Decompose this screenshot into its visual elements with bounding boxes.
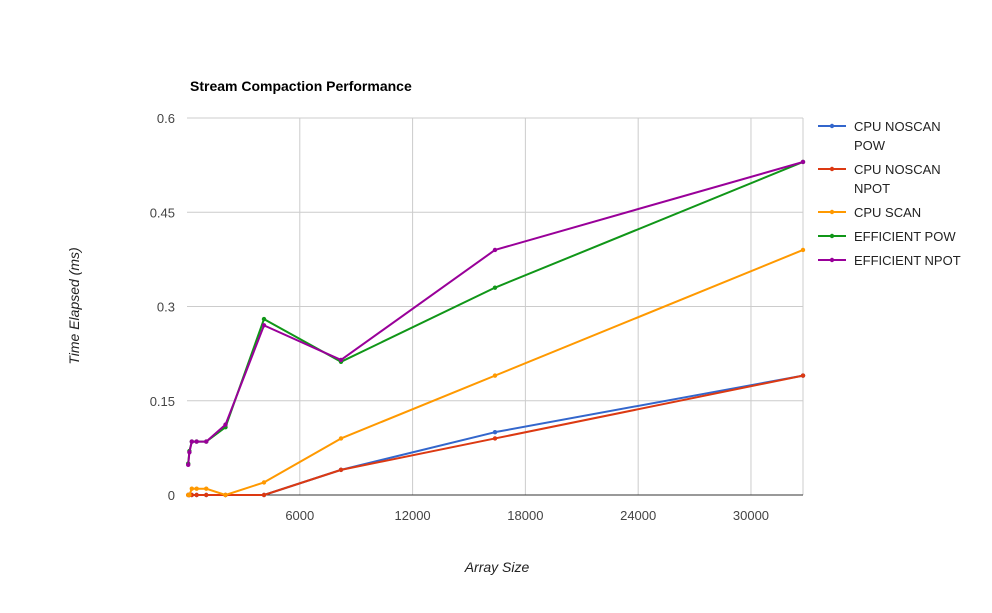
gridlines [187, 117, 804, 495]
data-point [492, 429, 498, 435]
data-point [800, 373, 806, 378]
legend-label: CPU NOSCAN [854, 162, 941, 177]
data-point [204, 439, 209, 444]
x-tick-label: 18000 [507, 508, 543, 523]
data-point [261, 323, 267, 328]
legend-label: POW [854, 138, 886, 153]
data-point [338, 436, 344, 441]
chart-title: Stream Compaction Performance [190, 78, 412, 94]
series-lines [186, 159, 806, 498]
y-axis-label: Time Elapsed (ms) [66, 247, 82, 364]
y-tick-label: 0.6 [157, 111, 175, 126]
data-point [261, 480, 267, 485]
legend-item: CPU NOSCAN NPOT [818, 162, 941, 196]
legend-label: CPU SCAN [854, 205, 921, 220]
y-tick-label: 0.3 [157, 300, 175, 315]
x-tick-labels: 6000 12000 18000 24000 30000 [285, 508, 769, 523]
series-line [188, 249, 804, 496]
legend-item: EFFICIENT NPOT [818, 253, 961, 268]
legend-swatch-point [829, 123, 835, 129]
x-tick-label: 12000 [395, 508, 431, 523]
data-point [492, 436, 498, 441]
x-tick-label: 24000 [620, 508, 656, 523]
y-tick-label: 0 [168, 488, 175, 503]
x-axis-label: Array Size [464, 559, 530, 575]
data-point [187, 492, 192, 498]
legend-label: EFFICIENT NPOT [854, 253, 961, 268]
legend-label: EFFICIENT POW [854, 229, 956, 244]
data-point [187, 450, 192, 455]
legend-swatch-point [829, 166, 835, 172]
legend-label: NPOT [854, 181, 890, 196]
data-point [261, 492, 267, 498]
series-efficient-npot [186, 159, 806, 468]
data-point [189, 439, 195, 444]
data-point [492, 247, 498, 253]
legend-swatch-point [829, 257, 835, 263]
data-point [492, 285, 498, 290]
y-tick-label: 0.15 [150, 394, 175, 409]
data-point [261, 316, 267, 322]
data-point [194, 439, 199, 444]
data-point [800, 247, 806, 253]
data-point [223, 422, 228, 427]
legend-item: CPU SCAN [818, 205, 921, 220]
legend-swatch-point [829, 233, 835, 239]
series-line [187, 161, 804, 465]
series-cpu-scan [186, 247, 806, 498]
data-point [194, 486, 199, 491]
legend-label: CPU NOSCAN [854, 119, 941, 134]
data-point [492, 373, 498, 378]
legend-item: EFFICIENT POW [818, 229, 956, 244]
data-point [800, 159, 806, 165]
legend: CPU NOSCAN POW CPU NOSCAN NPOT CPU SCAN EFFIC… [818, 119, 961, 268]
legend-swatch-point [829, 209, 835, 215]
data-point [189, 486, 195, 491]
data-point [194, 492, 199, 498]
data-point [223, 492, 228, 498]
y-tick-label: 0.45 [150, 205, 175, 220]
data-point [338, 357, 344, 363]
data-point [204, 492, 209, 498]
data-point [338, 467, 344, 473]
data-point [186, 462, 191, 468]
data-point [204, 486, 209, 491]
x-tick-label: 6000 [285, 508, 314, 523]
y-tick-labels: 0 0.15 0.3 0.45 0.6 [150, 111, 175, 503]
legend-item: CPU NOSCAN POW [818, 119, 941, 153]
x-tick-label: 30000 [733, 508, 769, 523]
